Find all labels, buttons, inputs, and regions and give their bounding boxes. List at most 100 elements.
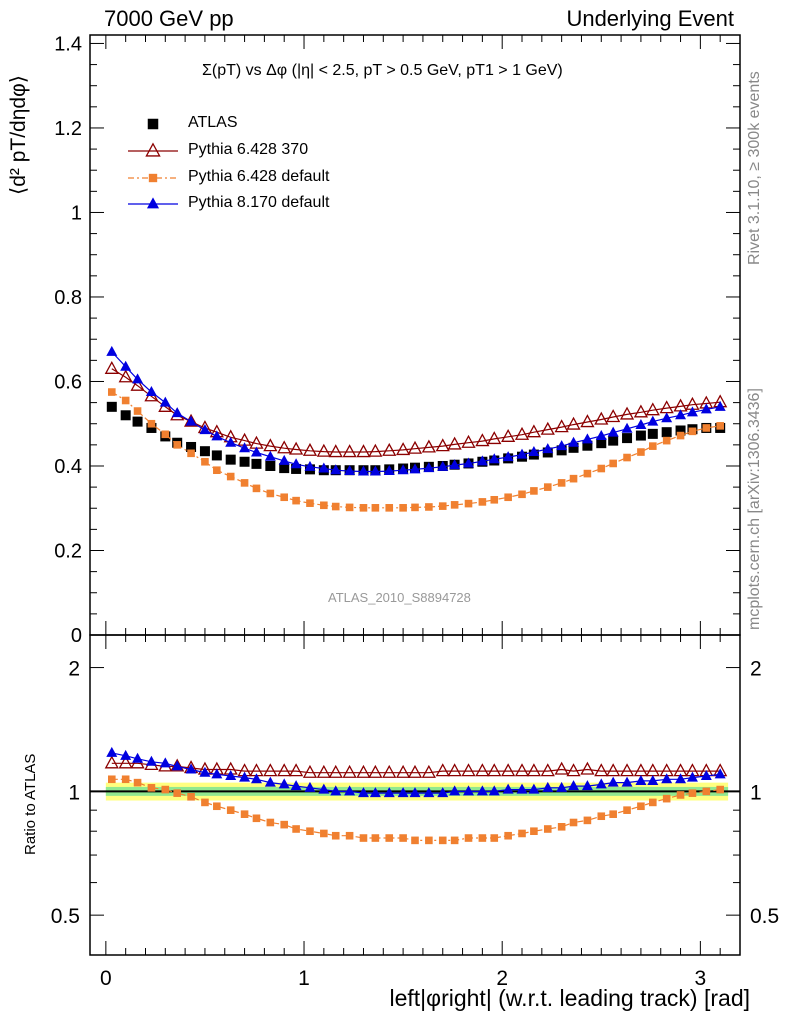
data-point-atlas bbox=[675, 425, 686, 436]
ratio-point-p370 bbox=[435, 763, 450, 777]
main-y-tick-label: 1.4 bbox=[54, 33, 82, 55]
rivet-label: Rivet 3.1.10, ≥ 300k events bbox=[746, 71, 763, 265]
data-point-p370 bbox=[356, 444, 371, 458]
data-point-atlas bbox=[265, 460, 276, 471]
ratio-y-axis-label: Ratio to ATLAS bbox=[22, 753, 39, 855]
data-point-pdef bbox=[133, 407, 142, 415]
main-y-tick-label: 0.8 bbox=[54, 287, 82, 309]
legend-entry-3 bbox=[128, 197, 178, 209]
data-point-p8 bbox=[528, 446, 540, 457]
data-point-p370 bbox=[461, 434, 476, 448]
ratio-point-p8 bbox=[595, 778, 607, 789]
ratio-point-pdef bbox=[504, 831, 512, 840]
data-point-p8 bbox=[675, 409, 687, 420]
data-point-p8 bbox=[304, 460, 316, 471]
data-point-p8 bbox=[290, 458, 302, 469]
data-point-p370 bbox=[302, 442, 318, 456]
series-pdef bbox=[107, 388, 724, 512]
data-point-pdef bbox=[252, 484, 261, 493]
data-point-pdef bbox=[201, 457, 209, 466]
x-axis-label: left|φright| (w.r.t. leading track) [rad… bbox=[389, 985, 751, 1011]
ratio-point-p8 bbox=[686, 771, 698, 782]
legend-entry-2 bbox=[128, 173, 178, 183]
ratio-point-p8 bbox=[120, 749, 132, 760]
legend-label-pythia8-default: Pythia 8.170 default bbox=[188, 194, 330, 211]
ratio-point-p8 bbox=[185, 763, 197, 774]
ratio-point-p370 bbox=[407, 764, 423, 778]
data-point-pdef bbox=[411, 503, 419, 512]
ratio-point-p8 bbox=[463, 785, 475, 796]
legend-entry-1 bbox=[128, 142, 178, 157]
ratio-point-p370 bbox=[540, 763, 555, 777]
ratio-point-p8 bbox=[211, 768, 223, 779]
data-point-pdef bbox=[609, 459, 617, 468]
data-point-atlas bbox=[146, 422, 157, 433]
data-point-pdef bbox=[543, 483, 552, 491]
data-point-p8 bbox=[225, 436, 237, 447]
ratio-point-p370 bbox=[619, 763, 635, 777]
ratio-point-pdef bbox=[107, 775, 116, 784]
data-point-p8 bbox=[437, 460, 449, 471]
ratio-point-p370 bbox=[606, 763, 621, 777]
data-point-p370 bbox=[263, 438, 278, 452]
data-point-atlas bbox=[635, 430, 646, 441]
ratio-point-pdef bbox=[240, 810, 249, 818]
data-point-pdef bbox=[292, 496, 300, 505]
ratio-point-p8 bbox=[369, 787, 381, 798]
ratio-y-tick-label: 1 bbox=[68, 781, 80, 804]
data-point-pdef bbox=[478, 498, 487, 506]
data-point-p8 bbox=[568, 436, 580, 447]
data-point-pdef bbox=[569, 474, 578, 483]
data-point-p8 bbox=[120, 360, 132, 371]
main-y-tick-label: 0.2 bbox=[54, 540, 82, 562]
data-point-p8 bbox=[423, 462, 435, 473]
header-left: 7000 GeV pp bbox=[104, 6, 234, 31]
legend-label-atlas: ATLAS bbox=[188, 114, 238, 131]
ratio-point-p8 bbox=[556, 781, 568, 792]
ratio-point-pdef bbox=[399, 834, 407, 842]
data-point-pdef bbox=[438, 502, 447, 510]
x-tick-label: 1 bbox=[298, 967, 310, 990]
data-point-p370 bbox=[594, 411, 609, 425]
data-point-pdef bbox=[187, 449, 195, 458]
legend-entry-0 bbox=[147, 118, 159, 130]
ratio-point-p370 bbox=[342, 764, 357, 778]
plot-title: Σ(pT) vs Δφ (|η| < 2.5, pT > 0.5 GeV, pT… bbox=[202, 62, 563, 79]
ratio-point-p370 bbox=[594, 763, 609, 777]
data-point-p8 bbox=[502, 451, 514, 462]
data-point-p8 bbox=[607, 426, 619, 437]
data-point-p370 bbox=[183, 413, 199, 427]
ratio-point-pdef bbox=[121, 775, 130, 784]
ratio-point-p370 bbox=[289, 763, 304, 777]
data-point-p370 bbox=[316, 443, 331, 457]
ratio-point-pdef bbox=[490, 834, 499, 842]
data-point-p8 bbox=[476, 455, 488, 466]
data-point-pdef bbox=[121, 396, 130, 405]
ratio-point-p8 bbox=[528, 783, 540, 794]
data-point-pdef bbox=[266, 489, 275, 498]
data-point-pdef bbox=[320, 501, 328, 510]
data-point-atlas bbox=[647, 428, 658, 439]
ratio-y-tick-label-right: 2 bbox=[750, 658, 762, 681]
ratio-point-p370 bbox=[277, 763, 292, 777]
ratio-point-p370 bbox=[580, 761, 595, 775]
data-point-atlas bbox=[199, 446, 210, 457]
ratio-point-pdef bbox=[331, 831, 340, 840]
ratio-point-pdef bbox=[637, 802, 645, 811]
x-tick-label: 2 bbox=[496, 967, 508, 990]
ratio-point-p370 bbox=[461, 763, 476, 777]
ratio-point-p8 bbox=[330, 785, 342, 796]
ratio-point-pdef bbox=[187, 792, 195, 801]
data-point-p370 bbox=[606, 409, 621, 423]
data-point-pdef bbox=[280, 493, 289, 502]
ratio-point-pdef bbox=[676, 791, 685, 799]
ratio-point-p8 bbox=[357, 787, 369, 798]
ratio-point-pdef bbox=[147, 784, 156, 792]
ratio-point-p8 bbox=[145, 755, 157, 766]
data-point-p8 bbox=[199, 424, 211, 435]
ratio-point-p8 bbox=[423, 787, 435, 798]
legend-marker bbox=[148, 173, 158, 183]
ratio-point-p8 bbox=[621, 776, 633, 787]
data-point-p370 bbox=[382, 442, 397, 456]
ratio-point-p8 bbox=[568, 780, 580, 791]
